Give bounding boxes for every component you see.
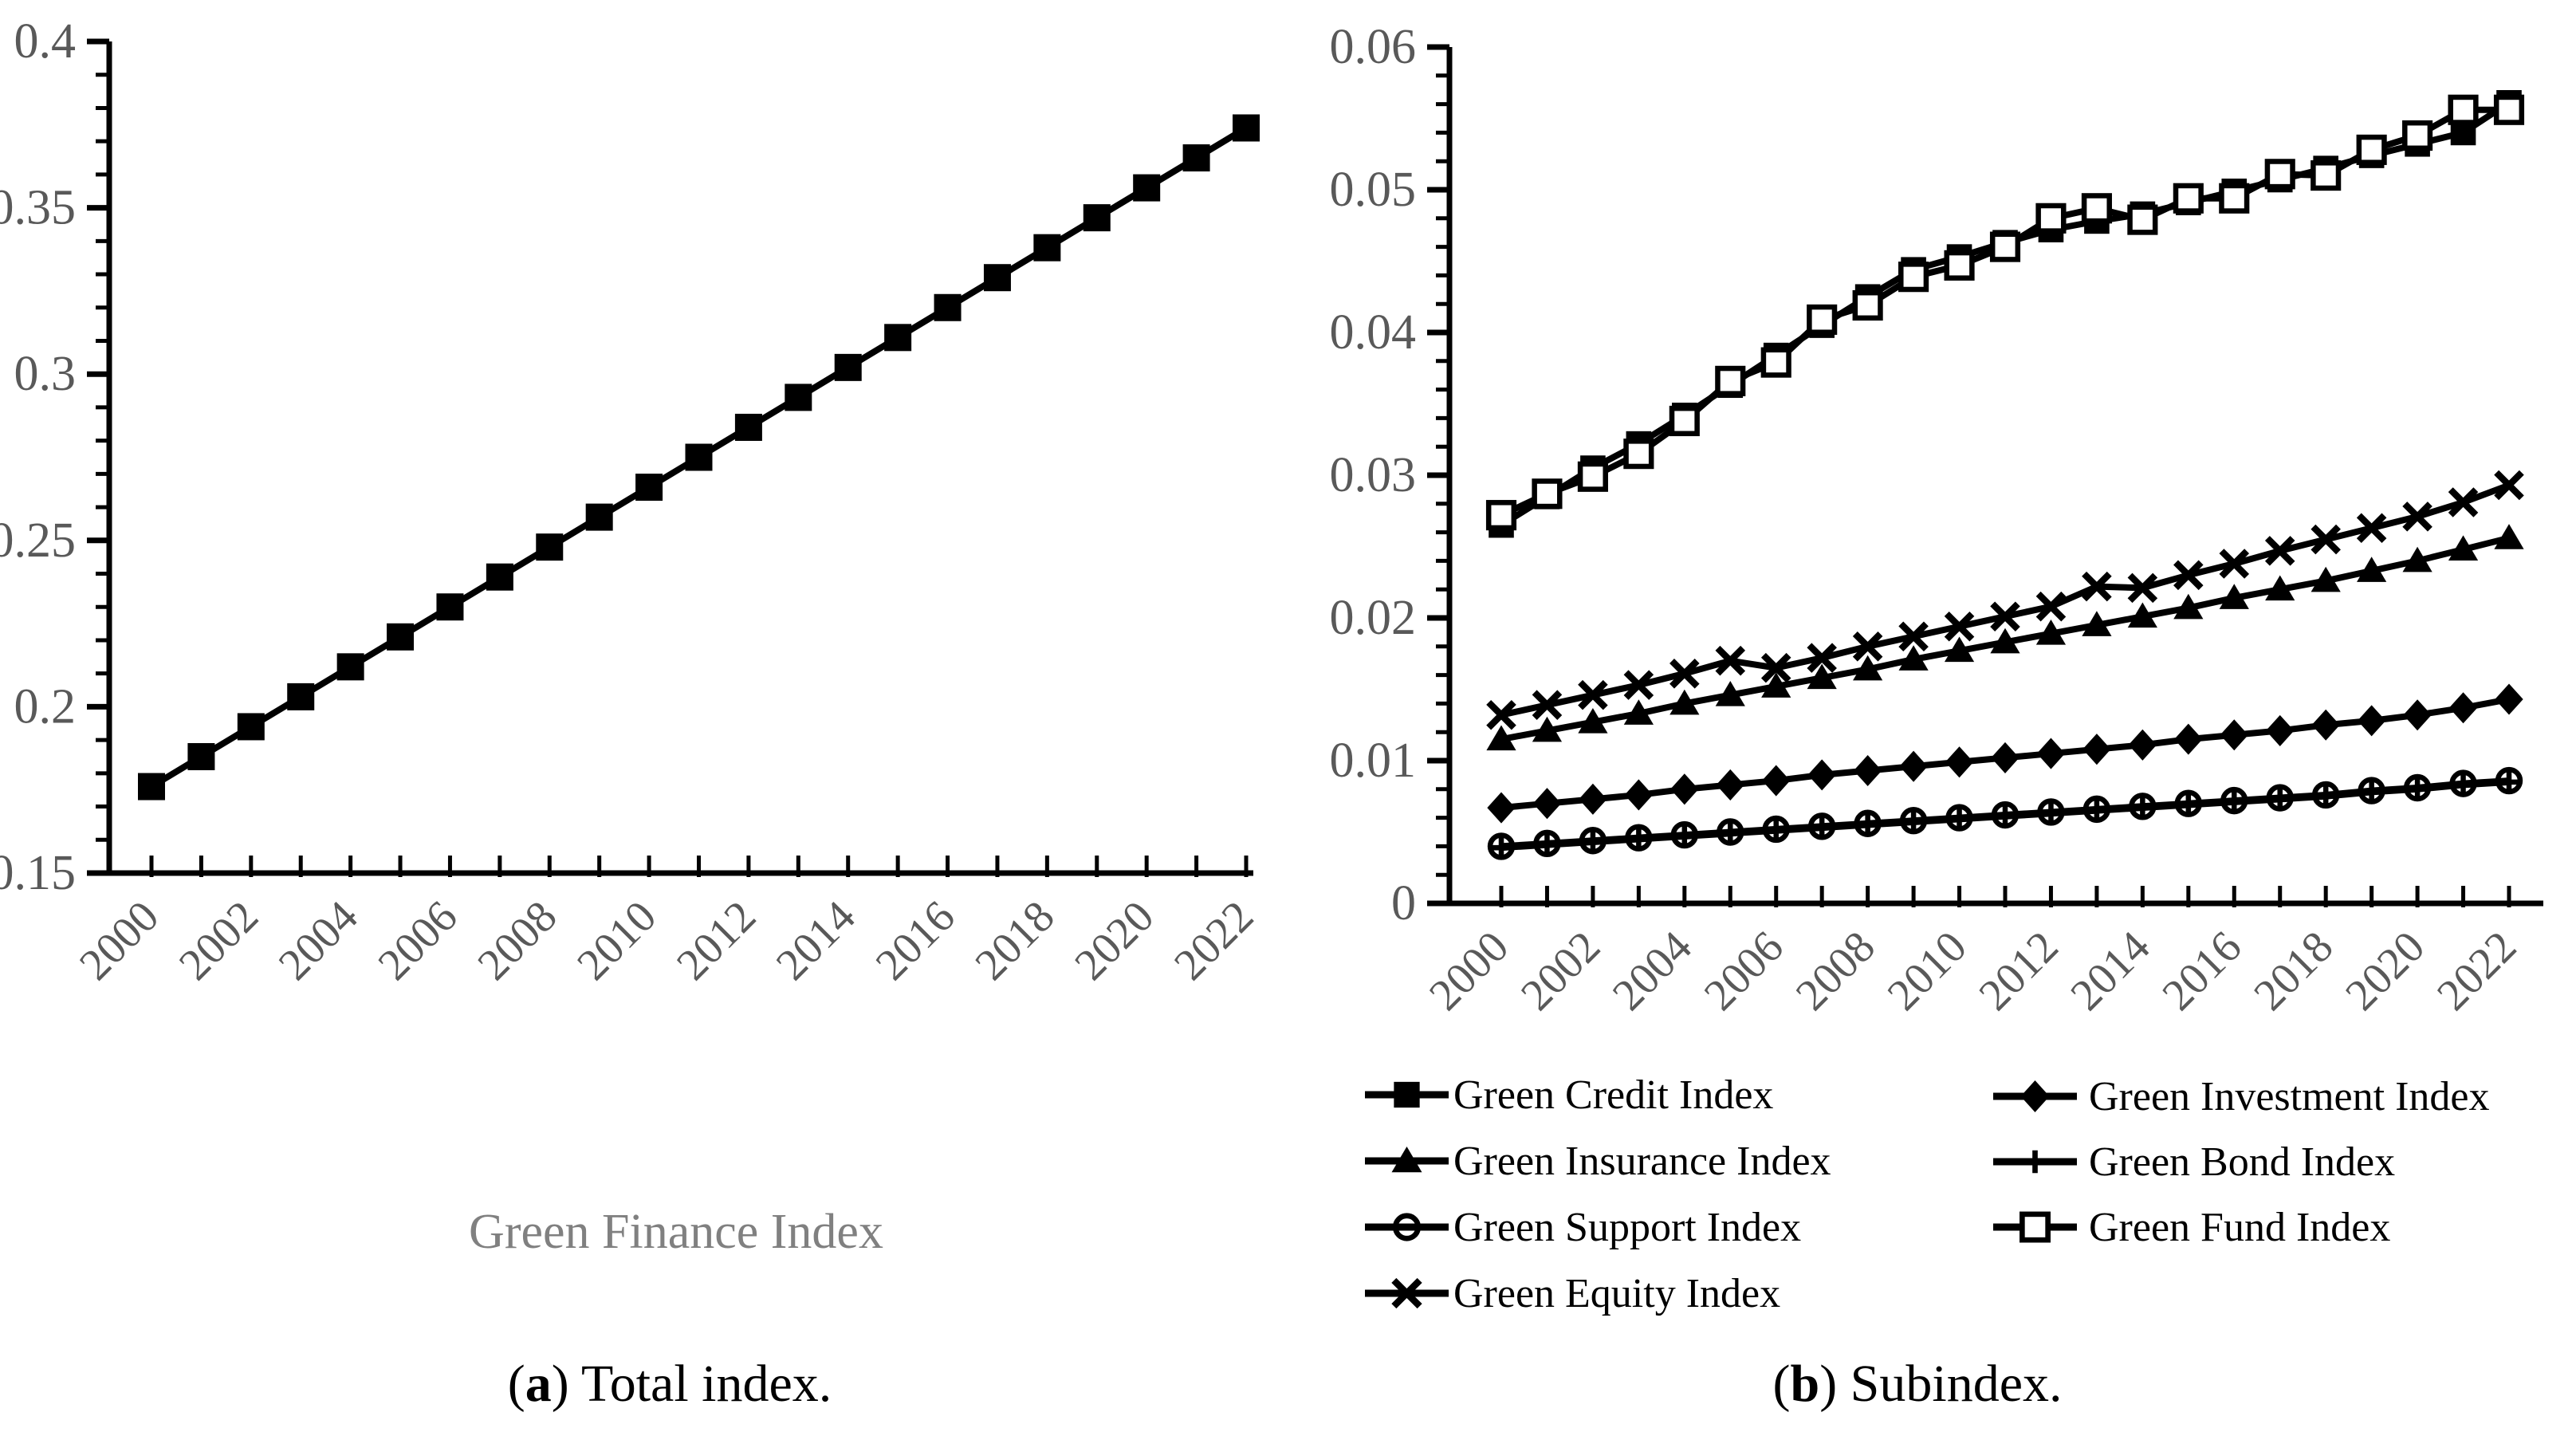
legend-item-green-fund-index: Green Fund Index	[1993, 1205, 2390, 1250]
caption-a-paren: (	[507, 1355, 525, 1413]
chart-subindex: 00.010.020.030.040.050.06200020022004200…	[1330, 20, 2543, 1020]
x-tick-label: 2012	[1970, 922, 2068, 1020]
x-tick-label: 2016	[867, 891, 965, 989]
series-green-bond-index	[1490, 770, 2520, 860]
y-axis-labels: 0 0.01 0.02 0.03 0.04 0.05 0.06	[1330, 20, 1417, 930]
series-green-finance-index	[138, 114, 1260, 801]
subindex-legend: Green Credit Index Green Insurance Index G…	[1365, 1072, 2489, 1316]
caption-b: (b) Subindex.	[1772, 1354, 2062, 1414]
x-axis-labels: 2000200220042006200820102012201420162018…	[1420, 922, 2526, 1020]
legend-label: Green Bond Index	[2089, 1139, 2395, 1185]
x-tick-label: 2000	[70, 891, 168, 989]
x-tick-label: 2022	[1165, 891, 1263, 989]
y-tick-label: 0.4	[14, 14, 77, 69]
x-tick-label: 2022	[2428, 922, 2526, 1020]
y-tick-label: 0.02	[1330, 591, 1417, 645]
y-tick-label: 0	[1391, 876, 1416, 930]
legend-label: Green Credit Index	[1453, 1072, 1773, 1118]
x-tick-label: 2018	[966, 891, 1064, 989]
x-tick-label: 2012	[667, 891, 765, 989]
legend-label: Green Support Index	[1453, 1205, 1801, 1250]
legend-item-green-support-index: Green Support Index	[1365, 1205, 1801, 1250]
caption-a-letter: a	[525, 1355, 552, 1413]
y-tick-label: 0.04	[1330, 305, 1417, 360]
axes	[1427, 44, 2543, 907]
y-tick-label: 0.35	[0, 181, 76, 235]
y-tick-label: 0.01	[1330, 734, 1417, 788]
chart-total-index: 0.15 0.2 0.25 0.3 0.35 0.4 2000 2002 2004 2006 200…	[0, 14, 1263, 989]
caption-b-letter: b	[1790, 1355, 1820, 1413]
x-tick-label: 2002	[1512, 922, 1610, 1020]
y-tick-label: 0.3	[14, 347, 77, 401]
x-tick-label: 2008	[468, 891, 566, 989]
x-tick-label: 2020	[1065, 891, 1163, 989]
x-tick-label: 2008	[1787, 922, 1885, 1020]
y-tick-label: 0.25	[0, 513, 76, 568]
left-chart-title: Green Finance Index	[469, 1205, 883, 1259]
x-tick-label: 2020	[2336, 922, 2434, 1020]
legend-label: Green Investment Index	[2089, 1074, 2489, 1119]
x-tick-label: 2002	[170, 891, 268, 989]
legend-label: Green Insurance Index	[1453, 1139, 1831, 1184]
x-axis-ticks	[149, 856, 1249, 877]
x-tick-label: 2014	[2062, 922, 2160, 1020]
axes	[87, 38, 1253, 876]
y-tick-label: 0.05	[1330, 163, 1417, 217]
series-green-insurance-index	[1486, 524, 2524, 751]
y-tick-label: 0.06	[1330, 20, 1417, 74]
x-axis-ticks	[1499, 886, 2511, 907]
legend-label: Green Fund Index	[2089, 1205, 2390, 1250]
series-green-fund-index	[1485, 94, 2525, 531]
x-tick-label: 2014	[767, 891, 865, 989]
caption-b-rest: ) Subindex.	[1819, 1355, 2063, 1413]
legend-item-green-credit-index: Green Credit Index	[1365, 1072, 1773, 1118]
legend-item-green-bond-index: Green Bond Index	[1993, 1139, 2395, 1185]
series-green-investment-index	[1487, 683, 2523, 824]
caption-a: (a) Total index.	[508, 1354, 832, 1414]
caption-b-paren: (	[1772, 1355, 1791, 1413]
y-tick-label: 0.15	[0, 846, 76, 900]
legend-item-green-equity-index: Green Equity Index	[1365, 1271, 1780, 1316]
legend-label: Green Equity Index	[1453, 1271, 1780, 1316]
y-axis-labels: 0.15 0.2 0.25 0.3 0.35 0.4	[0, 14, 76, 900]
y-tick-label: 0.2	[14, 679, 77, 734]
y-tick-label: 0.03	[1330, 448, 1417, 502]
x-tick-label: 2006	[1695, 922, 1793, 1020]
x-tick-label: 2000	[1420, 922, 1518, 1020]
x-tick-label: 2018	[2244, 922, 2342, 1020]
series-green-equity-index	[1486, 470, 2524, 730]
x-tick-label: 2010	[1878, 922, 1976, 1020]
legend-item-green-insurance-index: Green Insurance Index	[1365, 1139, 1831, 1184]
x-tick-label: 2016	[2153, 922, 2251, 1020]
x-tick-label: 2004	[269, 891, 368, 989]
x-tick-label: 2004	[1603, 922, 1701, 1020]
x-tick-label: 2010	[568, 891, 666, 989]
legend-item-green-investment-index: Green Investment Index	[1993, 1074, 2489, 1119]
x-tick-label: 2006	[369, 891, 467, 989]
caption-a-rest: ) Total index.	[551, 1355, 832, 1413]
